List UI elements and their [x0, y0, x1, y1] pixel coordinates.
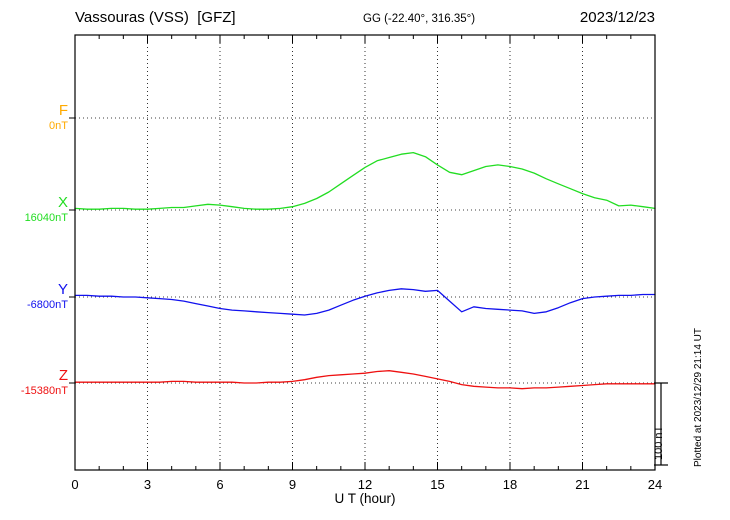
x-tick-label: 21 — [575, 477, 589, 492]
plot-frame — [74, 34, 656, 471]
channel-baseline-value: -6800nT — [27, 298, 68, 311]
channel-label-f: F 0nT — [0, 102, 68, 132]
x-tick-label: 9 — [289, 477, 296, 492]
channel-name: X — [57, 194, 68, 211]
gg-coordinates: GG (-22.40°, 316.35°) — [363, 13, 476, 25]
channel-baseline-value: 16040nT — [24, 211, 68, 224]
channel-label-x: X 16040nT — [0, 194, 68, 224]
trace-z — [74, 370, 656, 390]
channel-baseline-value: 0nT — [49, 119, 68, 132]
plotted-at-note: Plotted at 2023/12/29 21:14 UT — [693, 328, 704, 467]
plot-date: 2023/12/23 — [579, 9, 655, 26]
x-axis-label: U T (hour) — [334, 491, 396, 506]
channel-label-y: Y -6800nT — [0, 281, 68, 311]
trace-y — [74, 288, 656, 316]
x-tick-label: 3 — [144, 477, 151, 492]
x-tick-label: 24 — [648, 477, 662, 492]
channel-baseline-value: -15380nT — [20, 384, 68, 397]
x-tick-label: 0 — [71, 477, 78, 492]
x-tick-label: 12 — [358, 477, 372, 492]
x-tick-label: 18 — [503, 477, 517, 492]
x-tick-label: 15 — [430, 477, 444, 492]
channel-name: Y — [57, 281, 68, 298]
channel-label-z: Z -15380nT — [0, 367, 68, 397]
channel-name: F — [58, 102, 68, 119]
station-title: Vassouras (VSS) [GFZ] — [75, 9, 236, 26]
scale-bar-label: 100 nT — [653, 425, 665, 460]
channel-name: Z — [58, 367, 68, 384]
trace-x — [74, 151, 656, 210]
x-tick-label: 6 — [216, 477, 223, 492]
